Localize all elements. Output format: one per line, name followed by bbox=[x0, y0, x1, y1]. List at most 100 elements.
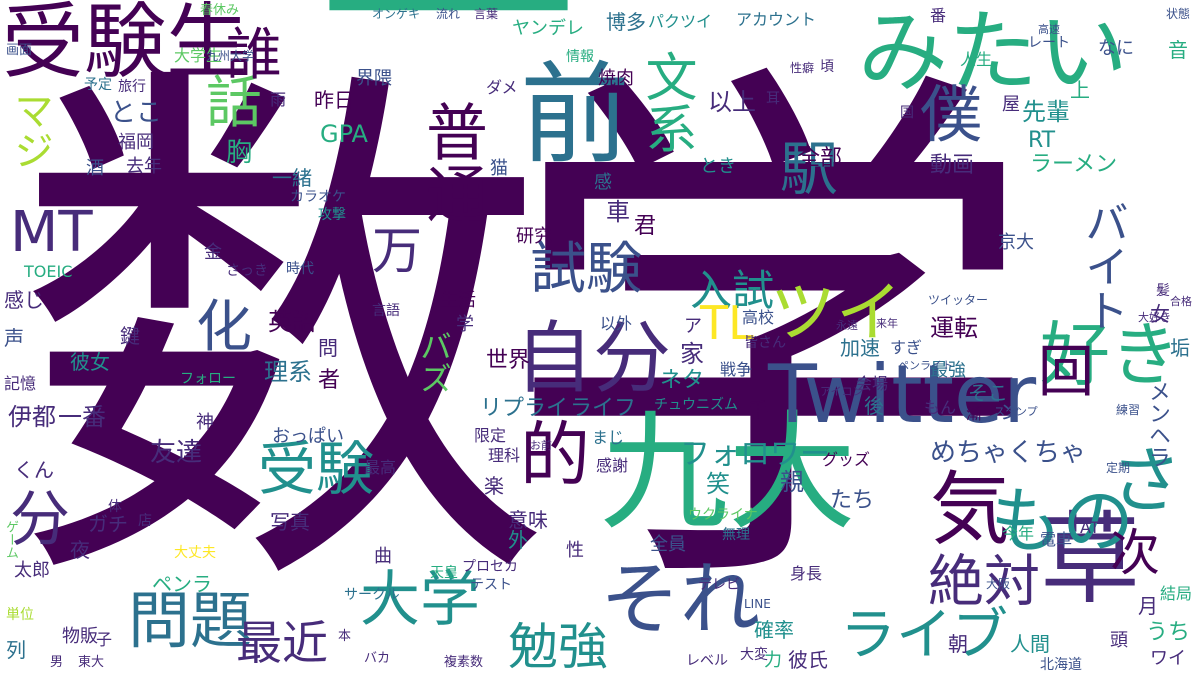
word-kanojo: 彼女 bbox=[70, 350, 110, 374]
word-dare: 誰 bbox=[226, 23, 282, 88]
word-kan: 感 bbox=[594, 172, 612, 193]
word-atama: 頭 bbox=[1110, 630, 1128, 651]
word-follow: フォロー bbox=[180, 371, 236, 387]
word-rate: レート bbox=[1028, 35, 1070, 51]
word-kun: くん bbox=[14, 458, 54, 482]
word-menhera: メンヘラ bbox=[1145, 380, 1170, 468]
word-proseka: プロセカ bbox=[462, 559, 518, 575]
word-ukraine: ウクライナ bbox=[688, 507, 758, 523]
word-gokaku: 合格 bbox=[1170, 295, 1192, 308]
word-gentei: 限定 bbox=[474, 426, 507, 445]
word-kagi: 鍵 bbox=[120, 324, 140, 348]
word-kusa: 草 bbox=[1040, 501, 1140, 618]
word-issho: 一緒 bbox=[272, 166, 312, 190]
word-penlight: ペンライト bbox=[898, 359, 953, 372]
word-maji: マジ bbox=[7, 90, 53, 170]
word-kaiwai: 界隈 bbox=[356, 68, 392, 89]
word-kogeki: 攻撃 bbox=[318, 207, 346, 223]
word-boku: 僕 bbox=[920, 78, 983, 151]
word-hokkaido: 北海道 bbox=[1040, 657, 1082, 673]
word-soto: 外 bbox=[508, 528, 528, 552]
word-hanashi: 話 bbox=[206, 71, 262, 136]
word-kyonen: 去年 bbox=[126, 156, 162, 177]
word-level: レベル bbox=[686, 653, 728, 669]
word-kuni: 国 bbox=[900, 105, 914, 121]
word-dame: ダメ bbox=[486, 78, 518, 97]
word-shiken: 試験 bbox=[530, 237, 642, 302]
word-kekkyoku: 結局 bbox=[1160, 584, 1193, 603]
word-ato: 後 bbox=[864, 394, 884, 418]
word-ningen: 人間 bbox=[1010, 632, 1050, 656]
word-sugaku: 数学 bbox=[12, 26, 1042, 654]
word-otoko: 男 bbox=[50, 655, 64, 670]
word-toeic: TOEIC bbox=[24, 262, 73, 281]
word-toi: 問 bbox=[318, 336, 338, 360]
word-teki: 的 bbox=[520, 414, 590, 496]
word-taihen: 大変 bbox=[740, 647, 768, 663]
word-fukuoka: 福岡 bbox=[118, 132, 154, 153]
word-ame: 雨 bbox=[270, 90, 287, 109]
word-toki: とき bbox=[700, 156, 736, 177]
word-ie: 家 bbox=[680, 340, 704, 368]
word-live: ライブ bbox=[840, 603, 1008, 668]
word-muri: 無理 bbox=[722, 527, 750, 543]
word-sekai: 世界 bbox=[486, 348, 531, 373]
word-jukensei: 受験生 bbox=[2, 0, 249, 90]
word-ko: 子 bbox=[96, 630, 113, 649]
word-senpai: 先輩 bbox=[1022, 98, 1070, 126]
word-hakata: 博多 bbox=[606, 10, 646, 34]
word-retsu: 列 bbox=[6, 638, 26, 662]
word-kyodai: 京大 bbox=[998, 232, 1034, 253]
word-yandere: ヤンデレ bbox=[512, 18, 584, 39]
word-densha: 電車 bbox=[1040, 530, 1073, 549]
word-ue: 上 bbox=[1070, 78, 1090, 102]
word-kami: 神 bbox=[196, 412, 214, 433]
word-oto: 音 bbox=[1168, 38, 1188, 62]
word-a: ア bbox=[684, 316, 702, 337]
word-eien: 永遠 bbox=[836, 319, 858, 332]
word-tanoshi: 楽 bbox=[484, 474, 504, 498]
word-saikin: 最近 bbox=[236, 616, 328, 670]
word-hon: 本 bbox=[338, 629, 352, 644]
word-kanji: 感じ bbox=[4, 288, 44, 312]
word-yakiniku: 焼肉 bbox=[598, 68, 634, 89]
word-daigakusei: 大学生 bbox=[174, 46, 223, 65]
word-suki: 好き bbox=[1040, 314, 1180, 396]
word-kosoku: 高速 bbox=[1038, 23, 1060, 36]
word-kansha: 感謝 bbox=[596, 456, 629, 475]
word-pakutsui: パクツイ bbox=[648, 12, 713, 31]
word-ka: 化 bbox=[196, 295, 252, 360]
word-stamp: スタンプ bbox=[994, 405, 1038, 418]
word-juken: 受験 bbox=[258, 435, 375, 503]
word-wai: ワイ bbox=[1150, 648, 1186, 669]
word-shincho: 身長 bbox=[790, 564, 823, 583]
word-fukusosu: 複素数 bbox=[444, 655, 484, 670]
word-mitai: みたい bbox=[858, 0, 1128, 105]
word-mondai: 問題 bbox=[128, 584, 253, 657]
word-yoru: 夜 bbox=[70, 538, 90, 562]
word-chunithm: チュウニズム bbox=[654, 397, 738, 413]
word-uchi: うち bbox=[1146, 620, 1191, 645]
word-kakuritsu: 確率 bbox=[754, 618, 794, 642]
word-ryoko: 旅行 bbox=[118, 79, 146, 95]
word-bunkei: 文系 bbox=[636, 50, 696, 154]
word-kioku: 記憶 bbox=[4, 374, 37, 393]
word-kotoba: 言葉 bbox=[474, 7, 499, 21]
word-benkyo: 勉強 bbox=[508, 618, 608, 675]
word-kotoshi: 今年 bbox=[1002, 524, 1035, 543]
word-aka: 垢 bbox=[1170, 336, 1190, 360]
word-ban: 番 bbox=[930, 6, 947, 25]
word-ongeki: オンゲキ bbox=[372, 7, 421, 21]
word-gpa: GPA bbox=[320, 120, 368, 148]
word-te: 手 bbox=[748, 398, 768, 422]
word-rainen: 来年 bbox=[876, 317, 898, 330]
word-toko: とこ bbox=[110, 98, 163, 128]
word-kai: 回 bbox=[1038, 340, 1094, 405]
word-jinsei: 人生 bbox=[960, 50, 993, 69]
word-taro: 太郎 bbox=[14, 560, 50, 581]
word-mae: 前 bbox=[520, 51, 630, 179]
word-buzz: バズ bbox=[415, 330, 453, 394]
word-jotai: 状態 bbox=[1166, 7, 1191, 21]
word-gachi: ガチ bbox=[88, 512, 128, 536]
word-futsu: 普通 bbox=[415, 100, 488, 224]
